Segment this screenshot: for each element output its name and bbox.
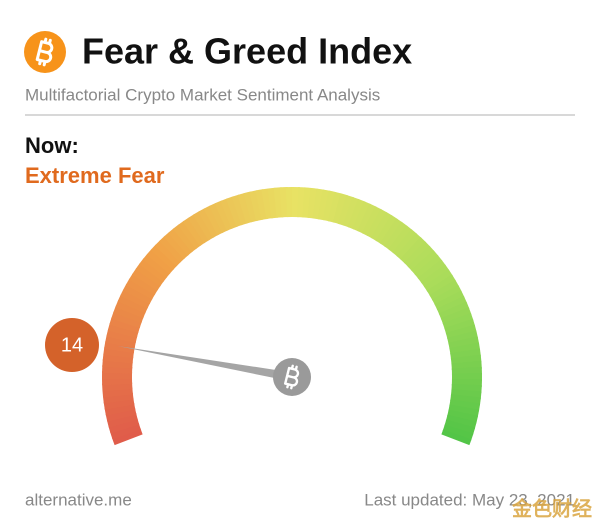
needle [117, 346, 293, 382]
watermark: 金色财经 [511, 496, 592, 520]
classification: Extreme Fear [25, 163, 165, 188]
gauge: 14 [45, 186, 482, 446]
title: Fear & Greed Index [82, 31, 412, 72]
gauge-arc-segment [441, 429, 472, 446]
bitcoin-logo [24, 31, 66, 73]
subtitle: Multifactorial Crypto Market Sentiment A… [25, 85, 380, 104]
hub-logo [284, 364, 300, 390]
now-label: Now: [25, 133, 79, 158]
source: alternative.me [25, 490, 132, 509]
hub-logo-glyph [284, 364, 300, 390]
last-updated: Last updated: May 23, 2021 [364, 490, 575, 509]
value-badge [45, 318, 99, 372]
value-label: 14 [61, 334, 83, 356]
